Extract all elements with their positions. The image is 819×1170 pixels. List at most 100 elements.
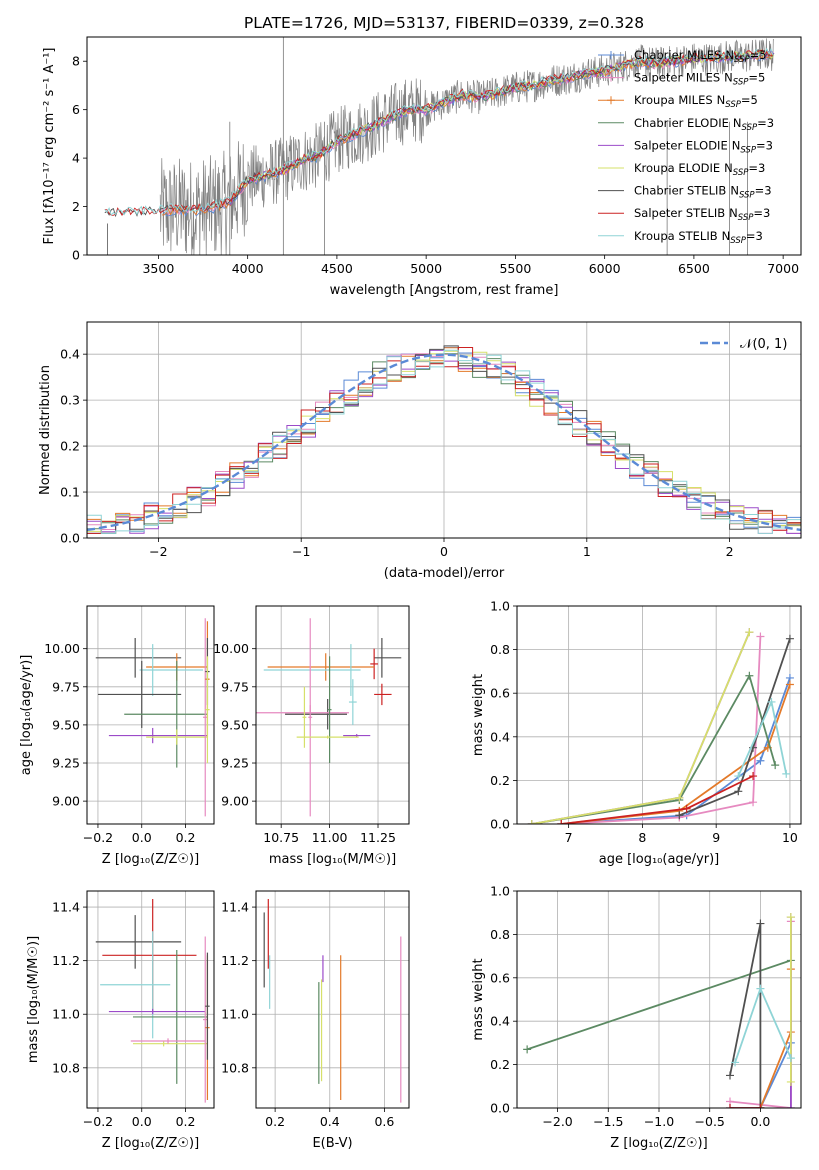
legend-entry: Kroupa STELIB NSSP=3: [634, 229, 763, 246]
y-tick-label: 9.25: [52, 756, 80, 771]
weight-point-marker: [786, 1054, 795, 1063]
y-tick-label: 0.4: [490, 729, 510, 744]
y-tick-label: 0.6: [490, 686, 510, 701]
weight-point-marker: [734, 772, 743, 781]
y-tick-label: 11.0: [52, 1007, 80, 1022]
x-tick-label: 6500: [678, 261, 710, 276]
plot-area: [87, 345, 801, 534]
legend-entry: Chabrier MILES NSSP=5: [634, 48, 767, 65]
weight-vs-age-panel: 7 8 9 10 0.0 0.2 0.4 0.6 0.8 1.0 age [log₁₀(age/yr…: [471, 599, 802, 867]
weight-series-line: [561, 636, 762, 824]
model-spectrum-line: [104, 49, 774, 217]
y-tick-label: 9.50: [52, 717, 80, 732]
figure-title: PLATE=1726, MJD=53137, FIBERID=0339, z=0…: [244, 14, 644, 32]
x-tick-label: 4500: [321, 261, 353, 276]
x-tick-label: −2: [149, 544, 167, 559]
legend-equals: =: [756, 138, 766, 152]
weight-point-marker: [726, 1071, 734, 1080]
weight-point-marker: [527, 820, 536, 824]
y-tick-label: 9.00: [221, 794, 249, 809]
weight-point-marker: [731, 1058, 740, 1067]
axes-frame: [86, 890, 215, 1109]
x-tick-label: 7000: [767, 261, 799, 276]
legend-model-name: Salpeter MILES: [634, 71, 720, 85]
x-tick-label: 0.0: [132, 830, 152, 845]
weight-point-marker: [786, 1077, 795, 1086]
legend-nssp-value: 3: [766, 138, 773, 152]
legend-entry: Chabrier ELODIE NSSP=3: [634, 116, 774, 133]
x-tick-label: −1.0: [644, 1114, 674, 1129]
legend-model-name: Salpeter ELODIE: [634, 138, 728, 152]
legend-nssp-value: 3: [758, 161, 765, 175]
legend-subscript: SSP: [734, 55, 750, 65]
axes-frame: [86, 605, 215, 825]
weight-series-line: [729, 923, 762, 1108]
weight-series-line: [759, 969, 792, 1108]
x-axis-label: mass [log₁₀(M/M☉)]: [269, 852, 396, 867]
weight-point-marker: [782, 769, 791, 778]
weight-point-marker: [756, 919, 765, 928]
weight-point-marker: [756, 632, 765, 641]
gaussian-reference-line: [87, 353, 801, 532]
y-axis-label: mass weight: [471, 958, 486, 1040]
x-tick-label: 8: [638, 830, 646, 845]
legend-nssp-value: 5: [751, 93, 758, 107]
x-tick-label: 11.25: [360, 830, 396, 845]
x-tick-label: 6000: [589, 261, 621, 276]
y-tick-label: 0.4: [490, 1014, 510, 1029]
x-axis-label: E(B-V): [312, 1136, 352, 1151]
model-spectrum-line: [104, 47, 774, 217]
plot-area: [95, 618, 210, 817]
x-axis-label: wavelength [Angstrom, rest frame]: [330, 283, 559, 298]
y-axis-label: mass weight: [471, 674, 486, 756]
weight-point-marker: [749, 798, 758, 807]
axes-frame: [516, 605, 802, 825]
x-tick-label: 11.00: [312, 830, 348, 845]
weight-point-marker: [675, 793, 684, 802]
weight-point-marker: [785, 634, 794, 643]
x-tick-label: 5000: [410, 261, 442, 276]
y-tick-label: 0.0: [490, 817, 510, 832]
x-axis-label: (data-model)/error: [384, 566, 505, 581]
x-tick-label: 0.4: [320, 1114, 340, 1129]
legend-nssp-value: 3: [756, 229, 763, 243]
age-vs-mass-panel: 10.75 11.00 11.25 9.00 9.25 9.50 9.75 10.00 mass…: [213, 605, 410, 867]
weight-point-marker: [682, 804, 691, 813]
weight-point-marker: [756, 1104, 765, 1108]
legend-entry: Salpeter MILES NSSP=5: [634, 71, 765, 88]
x-tick-label: 2: [726, 544, 734, 559]
x-tick-label: 4000: [232, 261, 264, 276]
x-axis-label: age [log₁₀(age/yr)]: [599, 852, 720, 867]
y-tick-label: 0: [72, 248, 80, 263]
weight-point-marker: [785, 680, 794, 689]
x-tick-label: 1: [583, 544, 591, 559]
legend-subscript: SSP: [738, 213, 754, 223]
y-tick-label: 0.1: [60, 485, 80, 500]
legend-entry: Kroupa ELODIE NSSP=3: [634, 161, 765, 178]
legend-n-symbol: N: [732, 138, 741, 152]
y-axis-label: age [log₁₀(age/yr)]: [19, 655, 34, 776]
legend-equals: =: [755, 184, 765, 198]
weight-series-line: [531, 631, 751, 824]
weight-point-marker: [767, 697, 776, 706]
y-axis-label: Normed distribution: [38, 365, 53, 495]
legend-n-symbol: N: [729, 206, 738, 220]
legend-subscript: SSP: [739, 191, 755, 201]
y-tick-label: 8: [72, 54, 80, 69]
weight-point-marker: [557, 820, 566, 824]
legend-equals: =: [757, 116, 767, 130]
y-tick-label: 0.6: [490, 970, 510, 985]
y-tick-label: 0.3: [60, 393, 80, 408]
legend-subscript: SSP: [730, 236, 746, 246]
weight-vs-metallicity-panel: −2.0 −1.5 −1.0 −0.5 0.0 0.0 0.2 0.4 0.6 0.8 1.0 Z […: [471, 884, 802, 1151]
x-tick-label: 3500: [142, 261, 174, 276]
y-tick-label: 11.2: [221, 953, 249, 968]
y-tick-label: 9.50: [221, 717, 249, 732]
weight-point-marker: [675, 811, 684, 820]
legend-equals: =: [753, 206, 763, 220]
legend-subscript: SSP: [733, 78, 749, 88]
plot-area: [523, 913, 795, 1108]
legend-model-name: Chabrier STELIB: [634, 184, 726, 198]
y-tick-label: 9.00: [52, 794, 80, 809]
